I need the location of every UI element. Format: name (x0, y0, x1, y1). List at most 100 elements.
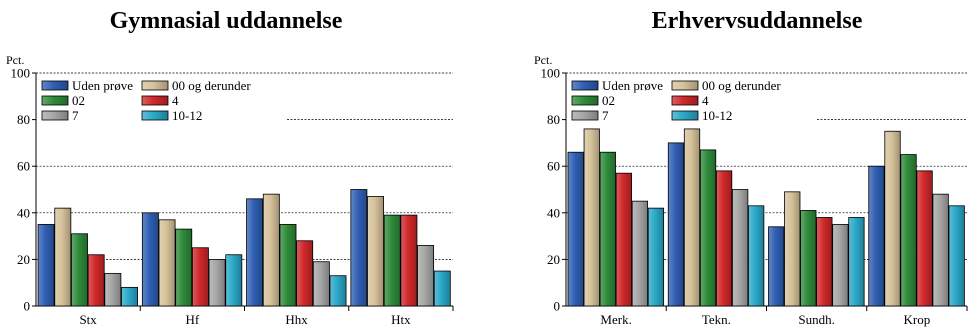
bar (832, 224, 849, 307)
legend-swatch (141, 95, 169, 106)
bar (191, 247, 209, 307)
bar (948, 205, 965, 307)
bar (748, 205, 765, 307)
legend-swatch (671, 80, 699, 91)
bar (768, 226, 785, 307)
y-tick-label: 100 (541, 66, 561, 81)
chart-title: Erhvervsuddannelse (652, 8, 863, 34)
bar (732, 189, 749, 307)
x-tick-label: Htx (391, 312, 411, 327)
bar (583, 128, 600, 307)
y-axis-unit-label: Pct. (6, 53, 24, 67)
bar (667, 142, 685, 307)
y-tick-label: 0 (24, 299, 31, 314)
bar (900, 154, 917, 307)
y-tick-label: 40 (547, 205, 560, 220)
bar (262, 193, 280, 307)
bar (699, 149, 717, 307)
legend: Uden prøve 00 og derunder 02 4 7 10-12 (41, 78, 251, 123)
bar (104, 272, 122, 307)
legend-label: 10-12 (702, 108, 732, 123)
bar (208, 258, 226, 307)
bar (312, 261, 330, 307)
legend-label: 7 (72, 108, 79, 123)
bar (599, 151, 616, 307)
legend-label: 00 og derunder (172, 78, 251, 93)
x-tick-label: Merk. (600, 312, 631, 327)
bar (816, 217, 833, 307)
bar (87, 254, 105, 307)
legend-label: 02 (602, 93, 615, 108)
legend-label: 4 (702, 93, 709, 108)
bar (868, 165, 885, 307)
bar (296, 240, 314, 307)
y-tick-label: 100 (11, 66, 31, 81)
legend-swatch (671, 95, 699, 106)
legend-label: 00 og derunder (702, 78, 781, 93)
chart-title: Gymnasial uddannelse (110, 8, 343, 34)
bar (367, 196, 384, 307)
bar (225, 254, 243, 307)
x-tick-label: Hf (186, 312, 200, 327)
bar (350, 189, 368, 307)
legend-swatch (41, 95, 69, 106)
x-tick-label: Sundh. (798, 312, 834, 327)
legend-swatch (141, 110, 169, 121)
bar (647, 207, 665, 307)
legend-label: Uden prøve (72, 78, 133, 93)
legend-label: Uden prøve (602, 78, 663, 93)
legend-swatch (41, 80, 69, 91)
bar (279, 224, 297, 307)
bar (848, 217, 865, 307)
legend-swatch (141, 80, 169, 91)
bar (71, 233, 88, 307)
y-tick-label: 80 (547, 112, 560, 127)
bar (567, 151, 584, 307)
legend-swatch (571, 80, 599, 91)
x-tick-label: Hhx (285, 312, 308, 327)
bar (615, 172, 632, 307)
x-tick-label: Krop (904, 312, 931, 327)
bar (683, 128, 701, 307)
bar (246, 198, 264, 307)
bar (932, 193, 949, 307)
legend-label: 7 (602, 108, 609, 123)
bar (158, 219, 176, 307)
bar (784, 191, 801, 307)
bar (329, 275, 347, 307)
legend-swatch (571, 110, 599, 121)
legend-swatch (41, 110, 69, 121)
bar (417, 245, 435, 307)
y-tick-label: 80 (17, 112, 30, 127)
bar (800, 210, 817, 307)
bar (54, 207, 72, 307)
bar (37, 224, 55, 307)
legend-label: 10-12 (172, 108, 202, 123)
y-tick-label: 20 (17, 252, 30, 267)
y-axis-unit-label: Pct. (534, 53, 552, 67)
bar (141, 212, 159, 307)
y-tick-label: 40 (17, 205, 30, 220)
bar (383, 214, 401, 307)
x-tick-label: Stx (79, 312, 97, 327)
x-tick-label: Tekn. (702, 312, 731, 327)
y-tick-label: 60 (17, 159, 30, 174)
bar (433, 270, 451, 307)
y-tick-label: 0 (554, 299, 561, 314)
bar (400, 214, 418, 307)
y-tick-label: 60 (547, 159, 560, 174)
bar (175, 228, 193, 307)
bar (916, 170, 933, 307)
bar (884, 130, 901, 307)
legend: Uden prøve 00 og derunder 02 4 7 10-12 (571, 78, 781, 123)
legend-label: 4 (172, 93, 179, 108)
bar (121, 286, 138, 307)
legend-label: 02 (72, 93, 85, 108)
y-tick-label: 20 (547, 252, 560, 267)
bar (715, 170, 733, 307)
legend-swatch (671, 110, 699, 121)
bar (631, 200, 649, 307)
